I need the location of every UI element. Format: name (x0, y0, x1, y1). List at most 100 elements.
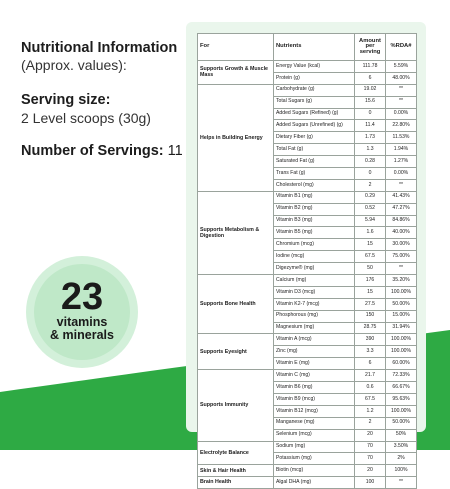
rda-value: 100.00% (385, 404, 417, 418)
amount-value: 0.29 (354, 190, 386, 204)
rda-value: 1.27% (385, 155, 417, 169)
group-label: Helps in Building Energy (197, 83, 274, 192)
nutrient-name: Vitamin B12 (mcg) (273, 404, 355, 418)
rda-value: 100% (385, 464, 417, 478)
rda-value: 1.94% (385, 143, 417, 157)
badge-line-1: vitamins (56, 315, 108, 329)
table-row: Magnesium (mg) 28.75 31.94% (198, 321, 417, 335)
nutrient-name: Added Sugars (Unrefined) (g) (273, 119, 355, 133)
nutrient-name: Added Sugars (Refined) (g) (273, 107, 355, 121)
amount-value: 6 (354, 357, 386, 371)
nutrient-name: Phosphorous (mg) (273, 309, 355, 323)
rda-value: ** (385, 476, 417, 489)
amount-value: 20 (354, 428, 386, 442)
table-row: Protein (g) 6 48.00% (198, 71, 417, 85)
table-row: Added Sugars (Refined) (g) 0 0.00% (198, 107, 417, 121)
nutrient-name: Cholesterol (mg) (273, 178, 355, 192)
table-row: Manganese (mg) 2 50.00% (198, 416, 417, 430)
amount-value: 111.78 (354, 60, 386, 73)
rda-value: 15.00% (385, 309, 417, 323)
table-row: Vitamin E (mg) 6 60.00% (198, 357, 417, 371)
nutrition-info-heading: Nutritional Information (Approx. values)… (21, 40, 186, 74)
table-row: Vitamin B3 (mg) 5.94 84.86% (198, 214, 417, 228)
rda-value: 47.27% (385, 202, 417, 216)
rda-value: 75.00% (385, 250, 417, 264)
table-row: Dietary Fiber (g) 1.73 11.53% (198, 131, 417, 145)
header-for: For (197, 33, 274, 61)
amount-value: 67.5 (354, 392, 386, 406)
nutrient-name: Protein (g) (273, 71, 355, 85)
table-row: Phosphorous (mg) 150 15.00% (198, 309, 417, 323)
rda-value: 0.00% (385, 167, 417, 180)
badge-number: 23 (60, 276, 104, 318)
nutrient-name: Saturated Fat (g) (273, 155, 355, 169)
nutrient-name: Vitamin B3 (mg) (273, 214, 355, 228)
group-label: Skin & Hair Health (197, 464, 274, 478)
serving-size-value: 2 Level scoops (30g) (21, 110, 151, 126)
serving-size-title: Serving size: (21, 92, 111, 108)
badge-line-2: & minerals (50, 328, 114, 342)
rda-value: 48.00% (385, 71, 417, 85)
amount-value: 67.5 (354, 250, 386, 264)
amount-value: 390 (354, 333, 386, 347)
group-label: Supports Immunity (197, 369, 274, 442)
nutrient-name: Chromium (mcg) (273, 238, 355, 252)
group-label: Supports Bone Health (197, 274, 274, 335)
nutrient-name: Calcium (mg) (273, 274, 355, 287)
nutrient-name: Biotin (mcg) (273, 464, 355, 478)
table-row: Selenium (mcg) 20 50% (198, 428, 417, 442)
amount-value: 5.94 (354, 214, 386, 228)
rda-value: ** (385, 83, 417, 97)
nutrient-name: Vitamin C (mg) (273, 369, 355, 383)
group-label: Brain Health (197, 476, 274, 489)
number-of-servings: Number of Servings: 11 (21, 143, 183, 159)
table-row: Vitamin B9 (mcg) 67.5 95.63% (198, 392, 417, 406)
table-row: Supports Eyesight Vitamin A (mcg) 390 100.0… (197, 333, 417, 371)
vitamins-badge: 23 vitamins & minerals (34, 264, 130, 360)
amount-value: 100 (354, 476, 386, 489)
rda-value: 84.86% (385, 214, 417, 228)
nutrition-table: For Nutrients Amount per serving %RDA# S… (197, 33, 417, 489)
rda-value: ** (385, 95, 417, 109)
rda-value: 31.94% (385, 321, 417, 335)
nutrient-name: Vitamin D3 (mcg) (273, 285, 355, 299)
header-rda: %RDA# (385, 33, 417, 61)
amount-value: 2 (354, 416, 386, 430)
servings-label: Number of Servings: (21, 143, 164, 159)
rda-value: 2% (385, 452, 417, 466)
rda-value: 5.59% (385, 60, 417, 73)
amount-value: 15 (354, 238, 386, 252)
info-title: Nutritional Information (21, 40, 178, 56)
group-label: Supports Metabolism & Digestion (197, 190, 274, 276)
servings-value: 11 (167, 143, 183, 159)
nutrient-name: Magnesium (mg) (273, 321, 355, 335)
amount-value: 11.4 (354, 119, 386, 133)
nutrient-name: Vitamin K2-7 (mcg) (273, 297, 355, 311)
amount-value: 2 (354, 178, 386, 192)
table-row: Chromium (mcg) 15 30.00% (198, 238, 417, 252)
table-row: Brain Health Algal DHA (mg) 100 ** (197, 476, 417, 489)
table-row: Supports Growth & Muscle Mass Energy Valu… (197, 60, 417, 85)
rda-value: 3.50% (385, 440, 417, 454)
table-row: Supports Bone Health Calcium (mg) 176 35.20… (197, 274, 417, 335)
table-row: Added Sugars (Unrefined) (g) 11.4 22.80% (198, 119, 417, 133)
amount-value: 1.2 (354, 404, 386, 418)
amount-value: 150 (354, 309, 386, 323)
amount-value: 0.6 (354, 381, 386, 394)
group-label: Supports Eyesight (197, 333, 274, 371)
amount-value: 0 (354, 167, 386, 180)
nutrient-name: Vitamin B1 (mg) (273, 190, 355, 204)
table-row: Vitamin B12 (mcg) 1.2 100.00% (198, 404, 417, 418)
amount-value: 6 (354, 71, 386, 85)
rda-value: 30.00% (385, 238, 417, 252)
nutrient-name: Sodium (mg) (273, 440, 355, 454)
table-row: Electrolyte Balance Sodium (mg) 70 3.50% (197, 440, 417, 466)
amount-value: 70 (354, 452, 386, 466)
rda-value: 22.80% (385, 119, 417, 133)
rda-value: 100.00% (385, 285, 417, 299)
header-amount: Amount per serving (354, 33, 386, 61)
amount-value: 1.6 (354, 226, 386, 240)
nutrient-name: Total Fat (g) (273, 143, 355, 157)
nutrient-name: Dietary Fiber (g) (273, 131, 355, 145)
amount-value: 176 (354, 274, 386, 287)
